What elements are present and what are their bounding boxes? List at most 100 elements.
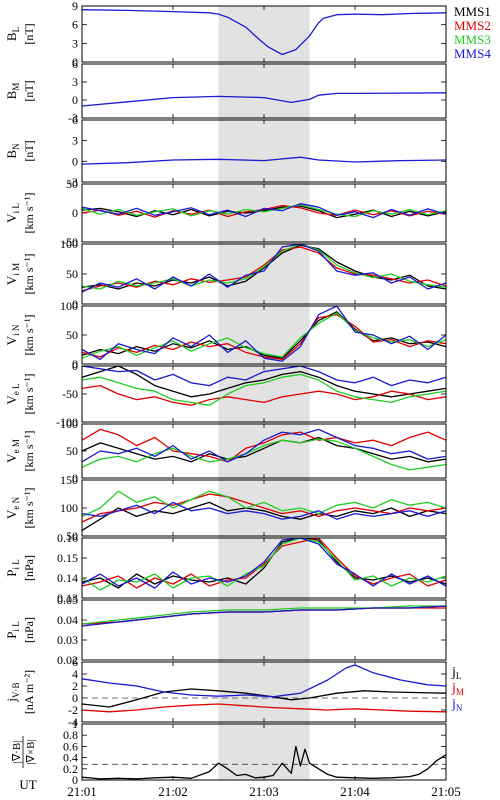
y-tick-label: 9 — [72, 0, 78, 13]
y-tick-label: 3 — [72, 75, 78, 89]
y-tick-label: 100 — [60, 299, 78, 313]
y-axis-label: Pi L — [4, 559, 21, 576]
y-tick-label: 6 — [72, 18, 78, 32]
panel-VeM: 0 50 100 Ve M [km s⁻¹] — [4, 417, 447, 485]
panel-ViL: -50 0 50 Vi L [km s⁻¹] — [4, 177, 447, 249]
y-tick-label: 0 — [72, 93, 78, 107]
y-axis-label: Vi L — [4, 203, 21, 223]
y-axis-unit: [km s⁻¹] — [22, 488, 36, 529]
panel-VeL: -100 -50 0 Ve L [km s⁻¹] — [4, 359, 447, 429]
panel-BL: 0 3 6 9 BL [nT] — [4, 0, 447, 69]
y-tick-label: 50 — [66, 328, 78, 342]
series-line-0 — [81, 92, 447, 107]
y-axis-unit: [km s⁻¹] — [22, 193, 36, 234]
series-line-0 — [81, 501, 447, 531]
y-axis-unit: [nPa] — [22, 617, 36, 643]
y-tick-label: 4 — [72, 667, 78, 681]
series-line-0 — [81, 436, 447, 463]
y-tick-label: 0.2 — [63, 762, 78, 776]
y-tick-label: 0.13 — [57, 591, 78, 605]
y-axis-label: BN — [4, 143, 21, 159]
y-axis-unit: [nT] — [22, 140, 36, 161]
series-line-0 — [81, 365, 447, 398]
series-line-0 — [81, 156, 447, 165]
y-axis-label: Ve M — [4, 439, 21, 463]
y-tick-label: 0.05 — [57, 593, 78, 607]
panel-frame — [81, 723, 447, 781]
series-line-1 — [81, 493, 447, 523]
series-line-3 — [81, 537, 447, 589]
y-tick-label: 6 — [72, 57, 78, 71]
legend-entry-mms1: MMS1 — [454, 4, 491, 19]
series-line-3 — [81, 365, 447, 387]
y-tick-label: 0 — [72, 55, 78, 69]
y-tick-label: -3 — [68, 111, 78, 125]
y-axis-label: Pi L — [4, 621, 21, 638]
ratio-numerator: |∇·B| — [11, 741, 23, 764]
y-axis-label: Vi N — [4, 324, 21, 345]
panel-PiL2: 0.02 0.03 0.04 0.05 Pi L [nPa] — [4, 593, 447, 667]
panel-frame — [81, 537, 447, 599]
time-tick-label: 21:01 — [67, 784, 97, 799]
y-tick-label: 1 — [72, 717, 78, 731]
panel-ViN: 0 50 100 Vi N [km s⁻¹] — [4, 299, 447, 371]
y-tick-label: 0.04 — [57, 613, 78, 627]
panel-frame — [81, 5, 447, 63]
y-tick-label: 0 — [72, 206, 78, 220]
series-line-0 — [81, 9, 447, 56]
legend-entry-j_l: jL — [451, 665, 461, 681]
y-axis-unit: [km s⁻¹] — [22, 254, 36, 295]
y-tick-label: -3 — [68, 175, 78, 189]
panel-frame — [81, 63, 447, 119]
y-tick-label: 100 — [60, 501, 78, 515]
panel-frame — [81, 183, 447, 243]
y-tick-label: 0.15 — [57, 551, 78, 565]
y-tick-label: 0.16 — [57, 531, 78, 545]
y-axis-unit: [km s⁻¹] — [22, 431, 36, 472]
y-tick-label: 100 — [60, 237, 78, 251]
y-tick-label: -4 — [68, 715, 78, 729]
panel-frame — [81, 119, 447, 183]
y-axis-unit: [nA m⁻²] — [22, 670, 36, 714]
series-line-2 — [81, 373, 447, 406]
y-tick-label: 0 — [72, 691, 78, 705]
legend-entry-j_n: jN — [451, 697, 463, 713]
series-line-3 — [81, 501, 447, 520]
y-tick-label: 0 — [72, 359, 78, 373]
y-axis-unit: [nT] — [22, 23, 36, 44]
series-line-3 — [81, 305, 447, 362]
y-axis-label: jV·B — [4, 682, 21, 702]
y-tick-label: 3 — [72, 134, 78, 148]
series-line-0 — [81, 745, 447, 780]
series-line-2 — [81, 438, 447, 471]
panel-ratio: 00.20.40.60.81 |∇·B| |∇×B| — [11, 717, 447, 787]
y-tick-label: 0 — [72, 297, 78, 311]
panel-frame — [81, 305, 447, 365]
legend-entry-mms3: MMS3 — [454, 32, 491, 47]
series-line-1 — [81, 537, 447, 589]
y-tick-label: 50 — [66, 177, 78, 191]
y-tick-label: 50 — [66, 444, 78, 458]
y-tick-label: 2 — [72, 679, 78, 693]
y-axis-unit: [nT] — [22, 80, 36, 101]
y-tick-label: 0.6 — [63, 739, 78, 753]
panel-frame — [81, 423, 447, 479]
series-line-2 — [81, 490, 447, 517]
series-line-1 — [81, 384, 447, 406]
y-axis-unit: [km s⁻¹] — [22, 315, 36, 356]
y-tick-label: 6 — [72, 655, 78, 669]
y-tick-label: 150 — [60, 473, 78, 487]
y-tick-label: 0.03 — [57, 633, 78, 647]
panel-frame — [81, 365, 447, 423]
series-line-3 — [81, 203, 447, 219]
y-axis-label: BL — [4, 27, 21, 41]
y-tick-label: 0 — [72, 773, 78, 787]
y-tick-label: 0.02 — [57, 653, 78, 667]
panel-frame — [81, 599, 447, 661]
legend-entry-mms2: MMS2 — [454, 18, 491, 33]
time-tick-label: 21:04 — [340, 784, 370, 799]
y-tick-label: -2 — [68, 703, 78, 717]
